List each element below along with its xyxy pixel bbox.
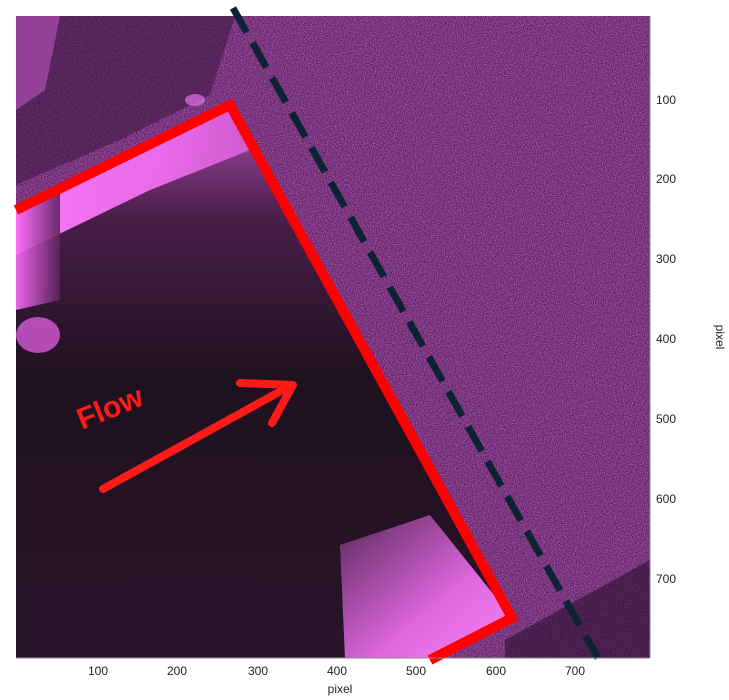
dark-patch-bottom-right <box>505 560 650 658</box>
x-tick-label: 300 <box>248 664 268 678</box>
bright-patch-top-left <box>16 16 60 110</box>
flow-arrow <box>99 379 297 493</box>
y-axis: 100 200 300 400 500 600 700 pixel <box>656 93 727 586</box>
dark-patch-upper-left <box>16 16 235 185</box>
x-axis-title: pixel <box>328 682 353 696</box>
y-tick-label: 200 <box>656 172 676 186</box>
x-tick-label: 700 <box>565 664 585 678</box>
y-tick-label: 500 <box>656 412 676 426</box>
dashed-boundary-line <box>229 6 602 660</box>
bright-spot-top <box>185 94 205 106</box>
y-tick-label: 700 <box>656 572 676 586</box>
y-tick-label: 400 <box>656 332 676 346</box>
y-tick-label: 100 <box>656 93 676 107</box>
x-tick-label: 200 <box>167 664 187 678</box>
y-axis-title: pixel <box>713 325 727 350</box>
x-axis: 100 200 300 400 500 600 700 pixel <box>88 664 585 696</box>
x-tick-label: 400 <box>327 664 347 678</box>
microscopy-image <box>16 16 650 658</box>
flow-arrow-shaft <box>99 382 294 493</box>
x-tick-label: 500 <box>406 664 426 678</box>
bright-spot-left <box>16 317 60 353</box>
x-tick-label: 600 <box>486 664 506 678</box>
x-tick-label: 100 <box>88 664 108 678</box>
y-tick-label: 600 <box>656 492 676 506</box>
bright-outlet-corner <box>340 515 510 658</box>
channel-outline <box>13 98 519 665</box>
bright-left-glow <box>16 190 60 310</box>
bright-inlet-band <box>16 105 250 255</box>
flow-arrow-head <box>236 379 297 427</box>
y-tick-label: 300 <box>656 252 676 266</box>
